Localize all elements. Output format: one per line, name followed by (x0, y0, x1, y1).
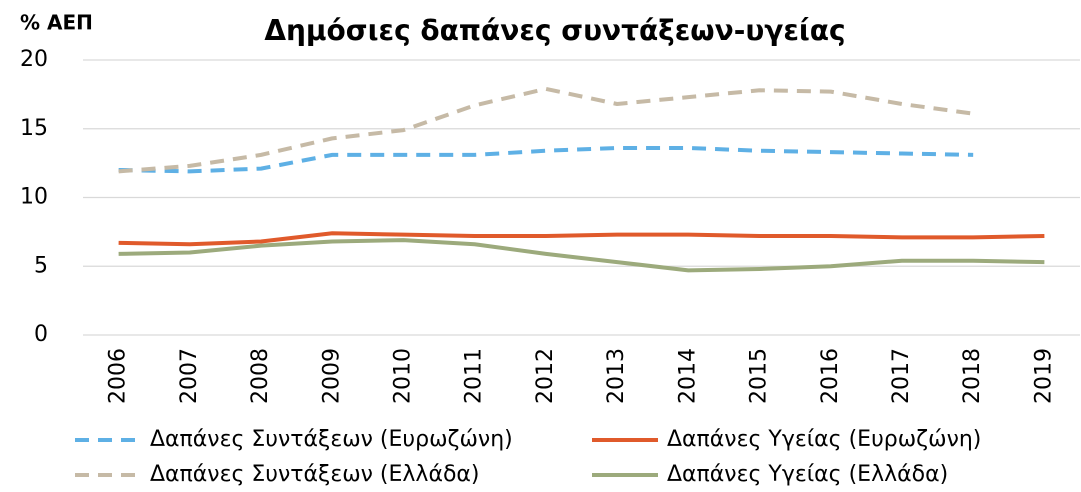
series-line (118, 231, 1045, 247)
x-tick-label: 2009 (319, 348, 344, 404)
series-line (118, 238, 1045, 273)
x-tick-label: 2006 (106, 348, 131, 404)
legend-label: Δαπάνες Συντάξεων (Ευρωζώνη) (150, 427, 513, 452)
x-tick-label: 2013 (604, 348, 629, 404)
x-tick-label: 2010 (390, 348, 415, 404)
x-tick-label: 2018 (960, 348, 985, 404)
y-tick-label: 15 (20, 116, 48, 141)
x-tick-label: 2019 (1031, 348, 1056, 404)
x-tick-label: 2015 (747, 348, 772, 404)
x-tick-label: 2007 (177, 348, 202, 404)
y-tick-label: 5 (34, 253, 48, 278)
legend-label: Δαπάνες Συντάξεων (Ελλάδα) (150, 462, 479, 487)
legend-label: Δαπάνες Υγείας (Ευρωζώνη) (667, 427, 981, 452)
y-tick-label: 10 (20, 185, 48, 210)
x-tick-label: 2017 (889, 348, 914, 404)
y-axis-label: % ΑΕΠ (20, 11, 93, 35)
x-tick-label: 2012 (533, 348, 558, 404)
x-tick-label: 2016 (818, 348, 843, 404)
legend-label: Δαπάνες Υγείας (Ελλάδα) (667, 462, 948, 487)
chart-title: Δημόσιες δαπάνες συντάξεων-υγείας (264, 14, 845, 47)
series-line (118, 146, 974, 174)
y-tick-label: 20 (20, 47, 48, 72)
x-tick-label: 2011 (462, 348, 487, 404)
x-tick-label: 2014 (675, 348, 700, 404)
series-line (118, 86, 974, 174)
y-tick-label: 0 (34, 322, 48, 347)
x-tick-label: 2008 (248, 348, 273, 404)
